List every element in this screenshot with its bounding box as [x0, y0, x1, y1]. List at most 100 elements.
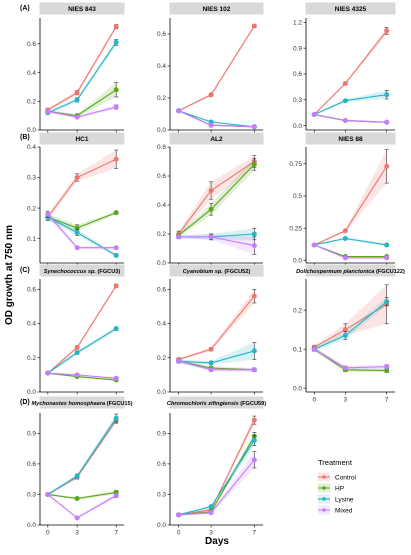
- error-ribbon: [314, 113, 387, 124]
- error-ribbon: [178, 435, 255, 516]
- data-point: [251, 417, 257, 423]
- data-point: [113, 326, 119, 332]
- legend-title: Treatment: [318, 458, 353, 467]
- data-point: [251, 243, 257, 249]
- panels-group: NIES 843 0.0 0.2 0.4 0.6 0 3 7 NIES 102 0.0 0.2 0.4…: [27, 2, 405, 537]
- panel-title: NIES 102: [203, 6, 231, 13]
- series-line: [178, 110, 255, 128]
- error-ribbon: [47, 417, 117, 496]
- data-point: [45, 491, 51, 497]
- error-ribbon: [314, 27, 387, 116]
- legend-item-mixed: Mixed: [318, 505, 353, 515]
- panel-strip: [39, 132, 125, 145]
- data-point: [251, 457, 257, 463]
- error-ribbon: [178, 155, 255, 237]
- data-point: [208, 122, 214, 128]
- series-mixed: [45, 210, 119, 251]
- x-tick-label: 3: [344, 397, 348, 404]
- panel-title-plain: (FGCU59): [240, 401, 266, 407]
- y-tick-label: 0.25: [289, 225, 302, 232]
- data-point: [342, 333, 348, 338]
- error-ribbon: [47, 493, 117, 519]
- data-point: [113, 283, 119, 289]
- row-label-d: (D): [20, 399, 30, 406]
- series-hp: [45, 370, 119, 383]
- y-tick-label: 0.9: [157, 431, 166, 438]
- data-point: [251, 348, 257, 354]
- data-point: [251, 367, 257, 373]
- legend-item-hp: HP: [318, 483, 344, 493]
- data-point: [208, 367, 214, 373]
- error-ribbon: [314, 90, 387, 116]
- panel-7: Synechococcus sp. (FGCU3)0.00.20.40.6037: [27, 264, 125, 404]
- error-ribbon: [178, 359, 255, 372]
- data-point: [113, 87, 119, 93]
- x-tick-label: 0: [177, 530, 181, 537]
- data-point: [384, 92, 390, 98]
- x-tick-label: 7: [253, 530, 257, 537]
- series-lysine: [311, 90, 390, 117]
- series-mixed: [176, 451, 257, 518]
- series-line: [178, 110, 255, 128]
- panel-title-plain: (FGCU122): [376, 269, 405, 275]
- error-ribbon: [314, 284, 387, 350]
- row-label-a: (A): [20, 5, 30, 12]
- y-tick-label: 0.4: [157, 63, 166, 70]
- data-point: [311, 111, 317, 117]
- series-line: [47, 285, 117, 374]
- series-mixed: [176, 233, 257, 255]
- series-mixed: [45, 491, 119, 521]
- data-point: [74, 114, 80, 120]
- panel-title-italic: Mychonastes homosphaera: [31, 401, 106, 407]
- data-point: [176, 512, 182, 518]
- panel-strip: [39, 396, 125, 409]
- data-point: [342, 80, 348, 86]
- data-point: [251, 124, 257, 130]
- error-ribbon: [47, 82, 117, 118]
- y-tick-label: 0.6: [157, 173, 166, 180]
- panel-strip: [305, 264, 396, 277]
- panel-strip: [169, 264, 264, 277]
- y-tick-label: 0.3: [27, 492, 36, 499]
- panel-strip: [305, 132, 396, 145]
- y-tick-label: 0.3: [27, 175, 36, 182]
- y-tick-label: 0.1: [27, 236, 36, 243]
- panel-strip: [39, 2, 125, 15]
- y-tick-label: 0.1: [293, 346, 302, 353]
- error-ribbon: [178, 416, 255, 516]
- panel-title: NIES 88: [338, 136, 363, 143]
- data-point: [342, 98, 348, 104]
- data-point: [342, 255, 348, 261]
- data-point: [113, 252, 119, 258]
- data-point: [251, 437, 257, 443]
- error-ribbon: [47, 414, 117, 496]
- legend-marker: [322, 475, 326, 479]
- data-point: [208, 360, 214, 366]
- series-mixed: [311, 346, 390, 371]
- y-tick-label: 0.4: [157, 202, 166, 209]
- data-point: [311, 346, 317, 352]
- panel-6: NIES 880.00.250.50.75037: [289, 132, 396, 275]
- data-point: [113, 104, 119, 110]
- panel-11: Chromochloris zifingiensis (FGCU59) 0.0 0.…: [157, 396, 266, 537]
- data-point: [74, 515, 80, 521]
- panel-title-plain: (FGCU52): [224, 269, 250, 275]
- y-tick-label: 0.4: [27, 70, 36, 77]
- data-point: [113, 375, 119, 381]
- panel-strip: [39, 264, 125, 277]
- y-tick-label: 0.0: [293, 385, 302, 392]
- data-point: [74, 372, 80, 378]
- error-ribbon: [314, 149, 387, 246]
- data-point: [208, 346, 214, 352]
- x-tick-label: 3: [75, 530, 79, 537]
- panel-title: NIES 4325: [335, 6, 367, 13]
- series-lysine: [45, 413, 119, 497]
- data-point: [45, 370, 51, 376]
- data-point: [176, 358, 182, 364]
- data-point: [74, 90, 80, 96]
- data-point: [74, 473, 80, 479]
- y-tick-label: 0.2: [157, 95, 166, 102]
